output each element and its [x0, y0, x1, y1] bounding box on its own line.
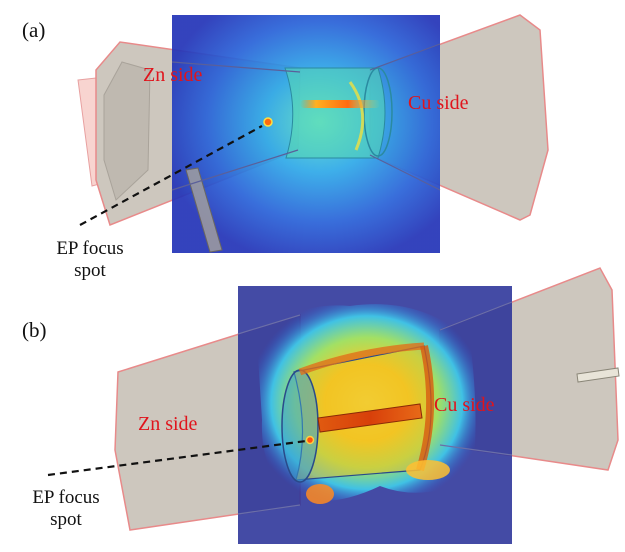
panel-b-ep-focus-annotation: EP focus spot — [14, 487, 118, 531]
panel-a-edge-4 — [369, 154, 441, 191]
panel-b-blob-left — [306, 484, 334, 504]
panel-a-arc — [348, 81, 365, 151]
panel-a-annotation-line2: spot — [74, 260, 106, 281]
panel-a-graphic — [77, 14, 549, 253]
panel-a-focus-spot — [263, 117, 273, 127]
panel-b-edge-1 — [237, 314, 301, 335]
panel-a-cu-side-label: Cu side — [408, 92, 469, 114]
panel-b-edge-3 — [439, 301, 513, 331]
panel-b-annotation-line2: spot — [50, 509, 82, 530]
panel-b-graphic — [47, 267, 620, 544]
panel-b-rod — [576, 367, 620, 383]
panel-a-label: (a) — [22, 18, 46, 42]
panel-b-dashed-pointer — [47, 439, 307, 477]
panel-b-focus-spot — [305, 435, 315, 445]
panel-b-band-right — [416, 345, 435, 472]
panel-a-edge-1 — [171, 61, 301, 73]
panel-a-left-cone-inner — [103, 61, 151, 201]
panel-b-cu-side-label: Cu side — [434, 394, 495, 416]
panel-b-zn-side-label: Zn side — [138, 413, 198, 435]
panel-a-tube — [284, 67, 386, 159]
panel-b-band-top — [298, 342, 425, 376]
panel-a-tube-rim — [363, 67, 393, 157]
panel-a-dashed-pointer — [79, 125, 263, 226]
panel-b-tube-end — [281, 369, 319, 483]
panel-a-annotation-line1: EP focus — [56, 238, 124, 259]
panel-b-label: (b) — [22, 318, 47, 342]
panel-b-edge-2 — [237, 504, 301, 515]
panel-a-edge-3 — [369, 43, 441, 71]
panel-b-edge-4 — [439, 444, 513, 456]
panel-a-ep-focus-annotation: EP focus spot — [38, 238, 142, 282]
panel-a-streak — [300, 100, 380, 108]
panel-b-bar — [317, 403, 423, 433]
panel-a-edge-2 — [171, 149, 299, 191]
panel-b-annotation-line1: EP focus — [32, 487, 100, 508]
panel-a-rod — [185, 167, 223, 253]
panel-a-zn-side-label: Zn side — [143, 64, 203, 86]
panel-b-blob-right — [406, 460, 450, 480]
